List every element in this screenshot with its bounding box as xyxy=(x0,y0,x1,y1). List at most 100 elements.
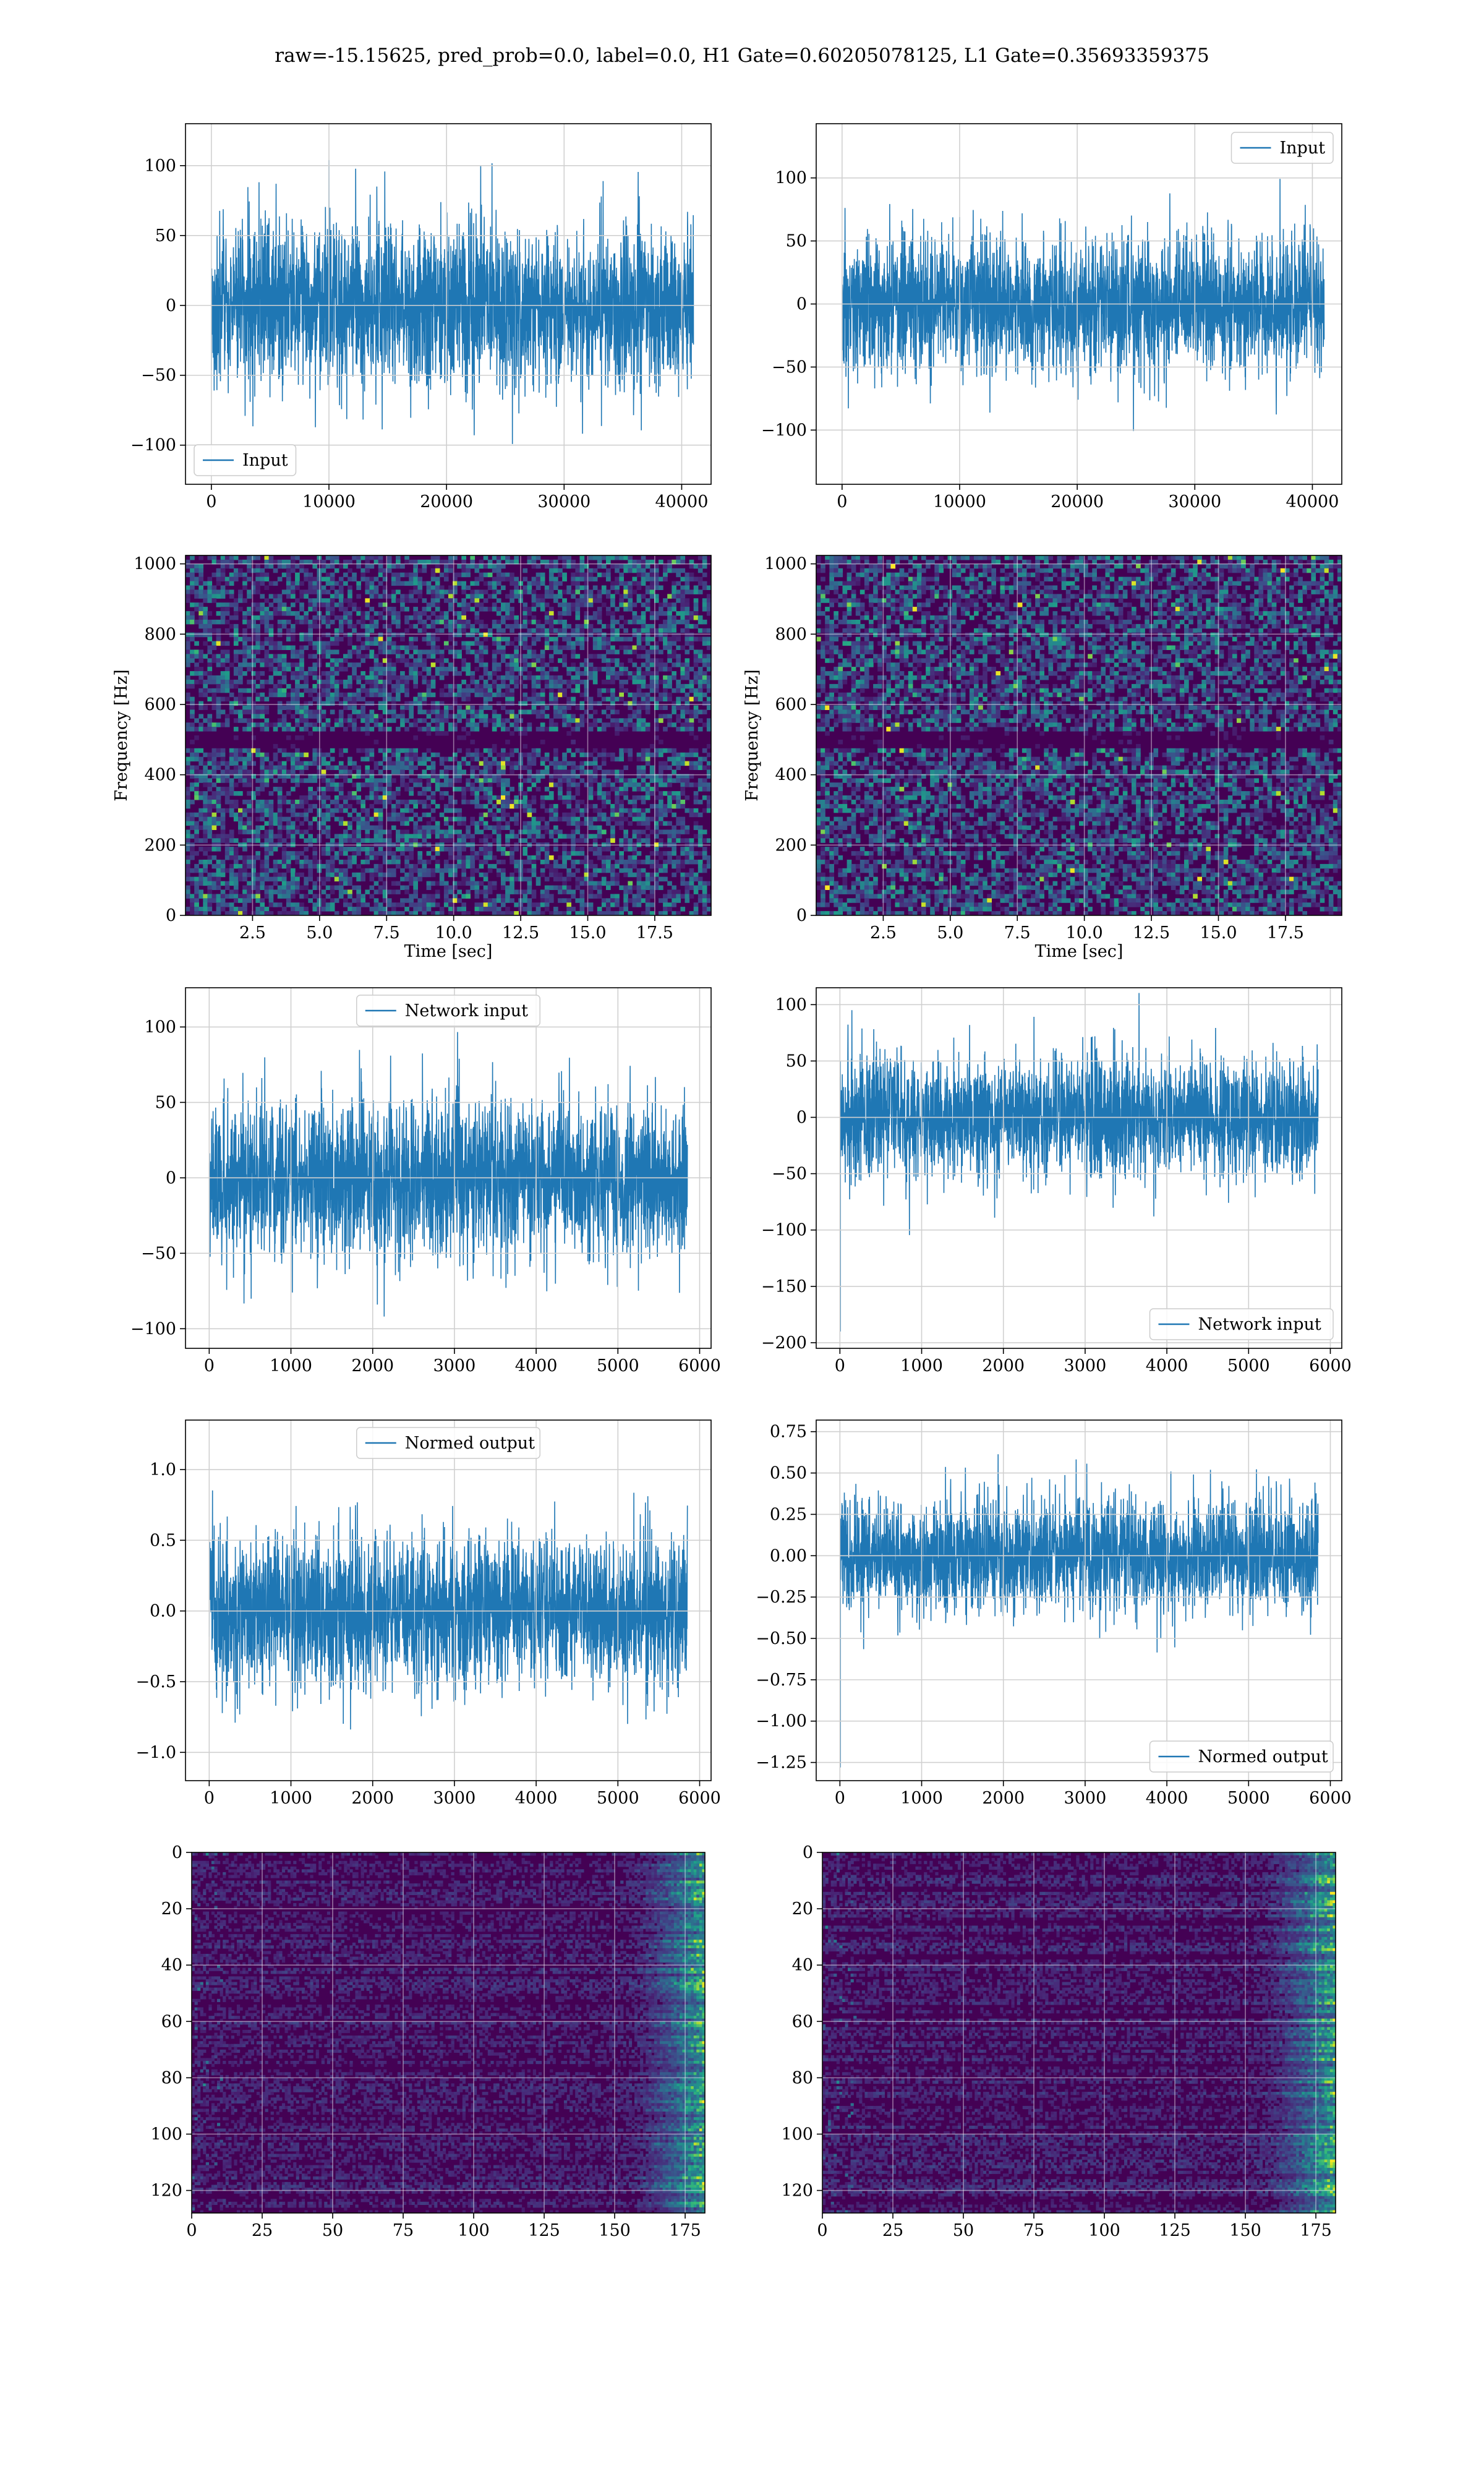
y-tick-label: −1.00 xyxy=(756,1712,807,1731)
subplot-r4c1: 0 1000 2000 3000 4000 5000 6000 −1.0 −0.5 0.0 0.5 1… xyxy=(135,1419,721,1808)
x-tick-label: 15.0 xyxy=(1200,923,1237,943)
x-tick-label: 2.5 xyxy=(870,923,897,943)
x-tick-label: 1000 xyxy=(900,1356,943,1376)
x-tick-label: 100 xyxy=(1088,2221,1120,2240)
x-tick-label: 0 xyxy=(835,1356,845,1376)
axes-frame xyxy=(185,123,712,485)
x-tick-label: 17.5 xyxy=(636,923,673,943)
x-tick-label: 2000 xyxy=(982,1356,1025,1376)
x-tick-label: 2000 xyxy=(982,1789,1025,1808)
y-tick-label: 40 xyxy=(161,1956,182,1975)
axes-frame xyxy=(185,987,712,1349)
y-tick-label: −1.25 xyxy=(756,1753,807,1773)
x-tick-label: 75 xyxy=(1023,2221,1044,2240)
y-tick-label: −100 xyxy=(130,436,176,455)
x-tick-label: 6000 xyxy=(1309,1789,1352,1808)
y-tick-label: −100 xyxy=(761,1221,807,1240)
x-tick-label: 40000 xyxy=(655,492,709,511)
y-tick-label: −150 xyxy=(761,1277,807,1296)
plot-area xyxy=(822,1852,1336,2213)
x-tick-label: 25 xyxy=(252,2221,273,2240)
x-axis-label: Time [sec] xyxy=(404,942,493,961)
series-line-r4c2 xyxy=(839,1454,1319,1768)
subplot-r5c2: 0 25 50 75 100 125 150 175 0 20 40 60 80 100 120 xyxy=(781,1843,1336,2240)
x-tick-label: 5000 xyxy=(597,1356,639,1376)
x-tick-label: 25 xyxy=(882,2221,903,2240)
x-tick-label: 3000 xyxy=(1064,1356,1107,1376)
x-tick-label: 20000 xyxy=(420,492,473,511)
y-tick-label: 0 xyxy=(166,1168,176,1188)
x-tick-label: 30000 xyxy=(537,492,591,511)
y-tick-label: 100 xyxy=(775,169,807,188)
plot-area xyxy=(208,1032,688,1317)
y-tick-label: 0.00 xyxy=(770,1546,807,1565)
x-tick-label: 150 xyxy=(1229,2221,1261,2240)
series-line-r3c1 xyxy=(208,1032,688,1317)
x-tick-label: 10000 xyxy=(302,492,356,511)
x-tick-label: 150 xyxy=(599,2221,631,2240)
y-tick-label: 50 xyxy=(155,226,176,246)
legend-label: Input xyxy=(242,451,288,470)
y-tick-label: 600 xyxy=(775,695,807,714)
x-tick-label: 5000 xyxy=(597,1789,639,1808)
x-tick-label: 0 xyxy=(186,2221,197,2240)
grid-lines xyxy=(816,1420,1342,1781)
y-tick-label: 600 xyxy=(144,695,176,714)
grid-lines xyxy=(186,988,711,1348)
x-tick-label: 1000 xyxy=(270,1356,312,1376)
y-tick-label: 80 xyxy=(161,2068,182,2087)
y-tick-label: 200 xyxy=(144,836,176,855)
y-tick-label: 800 xyxy=(775,625,807,644)
y-tick-label: 100 xyxy=(781,2125,813,2144)
y-tick-label: 0.50 xyxy=(770,1464,807,1483)
y-tick-label: −200 xyxy=(761,1333,807,1353)
x-tick-label: 6000 xyxy=(678,1789,721,1808)
y-tick-label: 1.0 xyxy=(150,1460,176,1479)
series-line-r1c1 xyxy=(211,160,694,444)
y-tick-label: 0.0 xyxy=(150,1602,176,1621)
grid-lines xyxy=(816,988,1342,1348)
x-tick-label: 6000 xyxy=(678,1356,721,1376)
x-tick-label: 10.0 xyxy=(435,923,472,943)
x-tick-label: 4000 xyxy=(1146,1356,1188,1376)
y-tick-label: 120 xyxy=(781,2181,813,2201)
x-tick-label: 50 xyxy=(953,2221,974,2240)
x-tick-label: 0 xyxy=(817,2221,827,2240)
x-tick-label: 0 xyxy=(835,1789,845,1808)
y-tick-label: 80 xyxy=(792,2068,813,2087)
plot-area xyxy=(839,1454,1319,1768)
x-tick-label: 175 xyxy=(1300,2221,1332,2240)
subplot-r2c1: 2.5 5.0 7.5 10.0 12.5 15.0 17.5 0 200 400 600 800 10… xyxy=(112,555,712,961)
y-tick-label: 400 xyxy=(144,766,176,785)
axes-frame xyxy=(816,987,1342,1349)
x-tick-label: 0 xyxy=(204,1356,215,1376)
grid-lines xyxy=(186,1420,711,1781)
y-tick-label: 0.25 xyxy=(770,1505,807,1524)
series-line-r4c1 xyxy=(208,1490,688,1730)
x-tick-label: 15.0 xyxy=(569,923,606,943)
plot-area xyxy=(208,1490,688,1730)
legend-box xyxy=(1149,1740,1334,1773)
legend: Network input xyxy=(1149,1308,1334,1340)
subplot-r3c1: 0 1000 2000 3000 4000 5000 6000 −100 −50 0 50 100 Ne… xyxy=(130,987,721,1376)
legend-label: Normed output xyxy=(1198,1747,1328,1766)
plot-area xyxy=(186,555,711,915)
x-tick-label: 125 xyxy=(1159,2221,1191,2240)
legend-box xyxy=(194,444,297,476)
subplot-r1c2: 0 10000 20000 30000 40000 −100 −50 0 50 100 Input xyxy=(761,123,1342,511)
x-tick-label: 12.5 xyxy=(1133,923,1170,943)
y-tick-label: 50 xyxy=(786,232,807,251)
legend-label: Network input xyxy=(405,1001,528,1021)
x-tick-label: 1000 xyxy=(900,1789,943,1808)
plot-area xyxy=(192,1852,705,2213)
y-tick-label: −50 xyxy=(772,357,807,377)
legend-box xyxy=(1230,132,1334,164)
x-tick-label: 175 xyxy=(669,2221,701,2240)
legend-box xyxy=(356,995,540,1027)
legend: Normed output xyxy=(1149,1740,1334,1773)
x-tick-label: 0 xyxy=(204,1789,215,1808)
subplot-r2c2: 2.5 5.0 7.5 10.0 12.5 15.0 17.5 0 200 400 600 800 10… xyxy=(743,555,1342,961)
y-tick-label: 100 xyxy=(150,2125,182,2144)
y-tick-label: 0 xyxy=(796,1108,807,1128)
